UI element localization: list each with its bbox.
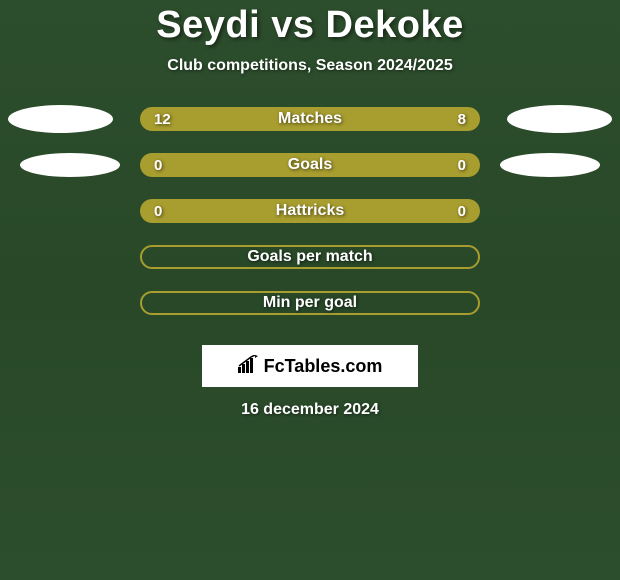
logo-text: FcTables.com (264, 356, 383, 377)
stat-label: Goals (288, 156, 332, 174)
stat-right-value: 0 (446, 203, 466, 220)
stat-row: 0 Goals 0 (0, 153, 620, 177)
comparison-card: Seydi vs Dekoke Club competitions, Seaso… (0, 0, 620, 419)
logo-box: FcTables.com (202, 345, 418, 387)
stat-left-value: 12 (154, 111, 174, 128)
badge-left-icon (20, 153, 120, 177)
badge-left-icon (8, 105, 113, 133)
stat-label: Matches (278, 110, 342, 128)
logo: FcTables.com (238, 355, 383, 378)
stat-row: 0 Hattricks 0 (0, 199, 620, 223)
card-title: Seydi vs Dekoke (156, 4, 463, 47)
stat-bar: Min per goal (140, 291, 480, 315)
stat-label: Goals per match (247, 248, 372, 266)
stat-label: Min per goal (263, 294, 357, 312)
badge-right-icon (507, 105, 612, 133)
badge-right-icon (500, 153, 600, 177)
stat-row: Min per goal (0, 291, 620, 315)
stat-left-value: 0 (154, 157, 174, 174)
stat-right-value: 8 (446, 111, 466, 128)
stat-bar: 0 Goals 0 (140, 153, 480, 177)
stat-bar: 0 Hattricks 0 (140, 199, 480, 223)
stat-row: 12 Matches 8 (0, 107, 620, 131)
stat-left-value: 0 (154, 203, 174, 220)
card-subtitle: Club competitions, Season 2024/2025 (167, 57, 452, 75)
stat-row: Goals per match (0, 245, 620, 269)
date-text: 16 december 2024 (241, 401, 379, 419)
chart-icon (238, 355, 260, 378)
stat-label: Hattricks (276, 202, 344, 220)
stat-bar: Goals per match (140, 245, 480, 269)
stat-bar: 12 Matches 8 (140, 107, 480, 131)
stat-right-value: 0 (446, 157, 466, 174)
